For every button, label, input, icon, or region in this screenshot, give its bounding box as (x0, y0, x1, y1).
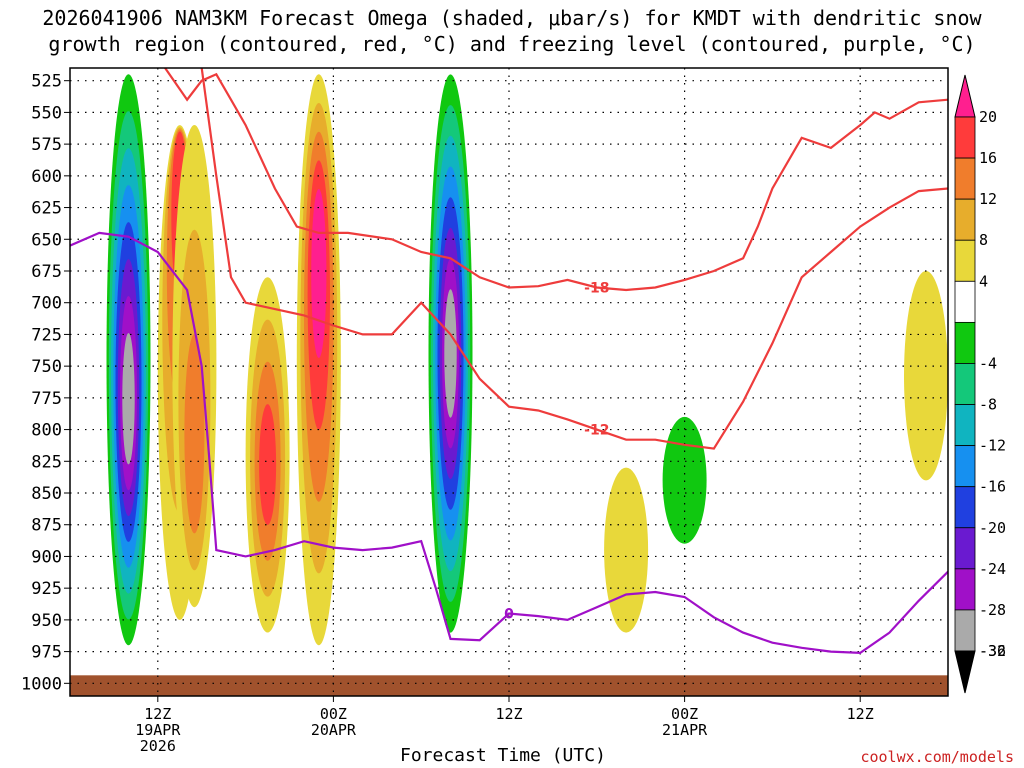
colorbar-label-10: -24 (979, 560, 1006, 578)
y-tick-label-750: 750 (31, 357, 62, 377)
x-tick-label-0-0: 12Z (144, 705, 171, 723)
omega-shade-7-0 (604, 467, 649, 633)
omega-shade-0-7 (122, 333, 135, 465)
omega-shade-6-0 (662, 416, 707, 544)
y-tick-label-675: 675 (31, 262, 62, 282)
x-tick-label-0-1: 19APR (135, 721, 181, 739)
y-tick-label-775: 775 (31, 389, 62, 409)
y-tick-label-1000: 1000 (21, 674, 62, 694)
colorbar-label-6: -8 (979, 396, 997, 414)
colorbar-band-2 (954, 198, 976, 241)
colorbar-band-9 (954, 486, 976, 529)
colorbar-label-12: -32 (979, 642, 1006, 660)
contour-line-0 (70, 231, 948, 655)
ground-terrain (70, 675, 948, 696)
contour-label-0: 0 (504, 607, 514, 623)
omega-shade-2-2 (184, 334, 205, 534)
x-axis-label: Forecast Time (UTC) (400, 745, 606, 766)
y-tick-label-700: 700 (31, 294, 62, 314)
omega-shade-3-3 (259, 404, 277, 525)
colorbar-label-5: -4 (979, 354, 997, 372)
chart-title-line-1: 2026041906 NAM3KM Forecast Omega (shaded… (42, 6, 982, 30)
y-tick-label-575: 575 (31, 135, 62, 155)
contour-line-1 (200, 68, 948, 450)
y-tick-label-525: 525 (31, 72, 62, 92)
y-tick-label-650: 650 (31, 230, 62, 250)
x-tick-label-3-0: 00Z (671, 705, 698, 723)
x-tick-label-1-0: 00Z (320, 705, 347, 723)
colorbar-band-0 (954, 116, 976, 159)
y-tick-label-900: 900 (31, 547, 62, 567)
chart-title-line-2: growth region (contoured, red, °C) and f… (48, 32, 976, 56)
colorbar-bottom-triangle (954, 650, 976, 694)
y-tick-label-950: 950 (31, 611, 62, 631)
omega-shade-8-0 (904, 271, 948, 481)
colorbar-band-8 (954, 445, 976, 488)
omega-shade-4-4 (311, 189, 327, 358)
y-tick-label-600: 600 (31, 167, 62, 187)
y-tick-label-975: 975 (31, 643, 62, 663)
colorbar-label-8: -16 (979, 478, 1006, 496)
credit-text: coolwx.com/models (860, 748, 1014, 766)
y-tick-label-875: 875 (31, 516, 62, 536)
colorbar-band-10 (954, 527, 976, 570)
colorbar-label-2: 12 (979, 190, 997, 208)
contour-line-2 (164, 68, 948, 292)
y-tick-label-850: 850 (31, 484, 62, 504)
colorbar-top-triangle (954, 74, 976, 118)
colorbar-band-11 (954, 568, 976, 611)
x-tick-label-2-0: 12Z (495, 705, 522, 723)
colorbar-label-0: 20 (979, 108, 997, 126)
colorbar-band-4 (954, 280, 976, 323)
colorbar-label-7: -12 (979, 437, 1006, 455)
colorbar-band-5 (954, 321, 976, 364)
omega-shade-5-7 (444, 289, 457, 418)
contour-label-1: -12 (584, 423, 609, 439)
x-tick-label-0-2: 2026 (140, 737, 176, 755)
colorbar-label-4: 4 (979, 272, 988, 290)
x-tick-label-3-1: 21APR (662, 721, 708, 739)
colorbar-band-12 (954, 609, 976, 652)
y-tick-label-800: 800 (31, 421, 62, 441)
colorbar-label-1: 16 (979, 149, 997, 167)
colorbar-label-9: -20 (979, 519, 1006, 537)
colorbar-label-3: 8 (979, 231, 988, 249)
x-tick-label-1-1: 20APR (311, 721, 357, 739)
colorbar-label-13: -36 (979, 642, 1006, 660)
colorbar-band-6 (954, 363, 976, 405)
y-tick-label-925: 925 (31, 579, 62, 599)
colorbar-band-3 (954, 239, 976, 282)
colorbar-label-11: -28 (979, 601, 1006, 619)
contour-label-2: -18 (584, 280, 609, 296)
y-tick-label-725: 725 (31, 325, 62, 345)
y-tick-label-825: 825 (31, 452, 62, 472)
y-tick-label-550: 550 (31, 103, 62, 123)
colorbar-band-7 (954, 404, 976, 447)
colorbar-band-1 (954, 157, 976, 200)
x-tick-label-4-0: 12Z (847, 705, 874, 723)
y-tick-label-625: 625 (31, 199, 62, 219)
